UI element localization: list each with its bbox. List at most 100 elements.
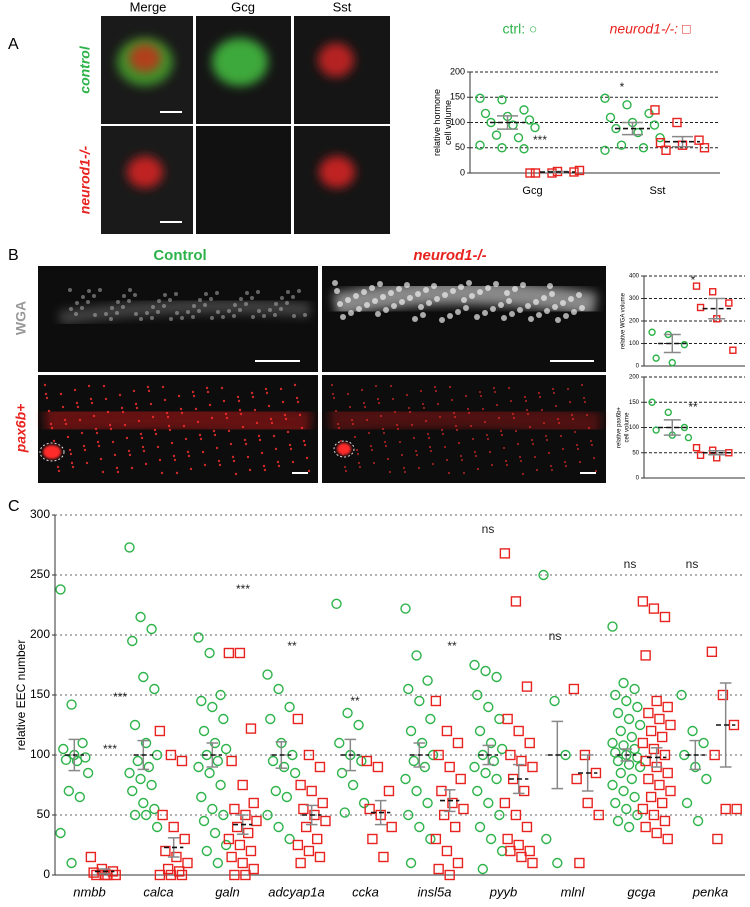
- data-point: [483, 797, 494, 809]
- speckle: [49, 422, 53, 426]
- data-point: [198, 725, 210, 737]
- speckle: [490, 306, 496, 312]
- data-point: [496, 845, 508, 857]
- data-point: [600, 145, 610, 155]
- speckle: [408, 410, 412, 414]
- speckle: [582, 396, 586, 400]
- data-point: [610, 797, 621, 809]
- speckle: [71, 465, 75, 469]
- data-point: [655, 137, 666, 148]
- speckle: [469, 293, 475, 299]
- data-point: [593, 809, 604, 821]
- speckle: [279, 307, 283, 311]
- data-point: [472, 689, 483, 701]
- x-tick-label: gcga: [627, 884, 655, 899]
- data-point: [541, 833, 552, 845]
- speckle: [199, 437, 203, 441]
- data-point: [270, 785, 281, 797]
- speckle: [216, 310, 220, 314]
- data-point: [173, 866, 185, 877]
- speckle: [239, 297, 243, 301]
- speckle: [162, 304, 166, 308]
- y-tick-label: 100: [629, 425, 640, 431]
- speckle: [165, 411, 169, 415]
- data-point: [124, 767, 135, 779]
- data-point: [654, 779, 665, 791]
- data-point: [626, 731, 638, 743]
- speckle: [535, 468, 539, 472]
- data-point: [135, 611, 146, 623]
- data-point: [698, 737, 709, 749]
- speckle: [427, 436, 431, 440]
- speckle: [563, 460, 567, 464]
- speckle: [205, 386, 209, 390]
- speckle: [113, 453, 117, 457]
- data-point: [605, 112, 616, 123]
- speckle: [236, 395, 240, 399]
- speckle: [115, 311, 119, 315]
- data-point: [582, 797, 593, 809]
- data-point: [146, 623, 157, 635]
- data-point: [207, 803, 218, 815]
- speckle: [284, 417, 288, 421]
- speckle: [559, 434, 563, 438]
- speckle: [505, 463, 509, 467]
- speckle: [431, 462, 435, 466]
- data-point: [725, 299, 733, 307]
- speckle: [421, 402, 425, 406]
- speckle: [544, 434, 548, 438]
- annotation: **: [350, 694, 360, 708]
- data-point: [571, 773, 582, 785]
- data-point: [317, 797, 328, 809]
- data-point: [168, 821, 179, 833]
- data-point: [699, 143, 710, 153]
- data-point: [634, 719, 646, 731]
- speckle: [550, 468, 554, 472]
- y-tick-label: 50: [632, 450, 639, 456]
- speckle: [238, 308, 242, 312]
- speckle: [231, 455, 235, 459]
- annotation: ns: [624, 557, 637, 571]
- data-point: [196, 791, 207, 803]
- data-point: [623, 713, 635, 725]
- data-point: [607, 621, 618, 632]
- data-point: [668, 358, 676, 367]
- speckle: [233, 303, 237, 307]
- data-point: [717, 689, 729, 701]
- speckle: [184, 437, 188, 441]
- data-point: [240, 869, 251, 881]
- data-point: [314, 851, 326, 863]
- data-point: [720, 803, 731, 815]
- data-point: [306, 785, 317, 797]
- speckle: [436, 402, 440, 406]
- speckle: [407, 295, 413, 301]
- speckle: [383, 440, 387, 444]
- speckle: [97, 444, 101, 448]
- speckle: [186, 450, 190, 454]
- speckle: [63, 418, 67, 422]
- speckle: [488, 450, 492, 454]
- speckle: [412, 316, 418, 322]
- speckle: [87, 289, 91, 293]
- speckle: [64, 422, 68, 426]
- data-point: [499, 548, 511, 559]
- data-point: [140, 809, 152, 821]
- data-point: [654, 713, 665, 725]
- speckle: [441, 432, 445, 436]
- data-point: [491, 671, 502, 683]
- data-point: [632, 752, 643, 763]
- speckle: [217, 459, 221, 463]
- speckle: [213, 433, 217, 437]
- speckle: [70, 461, 74, 465]
- speckle: [458, 284, 464, 290]
- speckle: [375, 311, 381, 317]
- speckle: [179, 407, 183, 411]
- speckle: [303, 443, 307, 447]
- data-point: [430, 695, 442, 707]
- data-point: [538, 569, 549, 581]
- data-point: [692, 444, 701, 452]
- data-point: [645, 791, 657, 803]
- speckle: [504, 290, 510, 296]
- speckle: [587, 426, 591, 430]
- data-point: [386, 821, 397, 833]
